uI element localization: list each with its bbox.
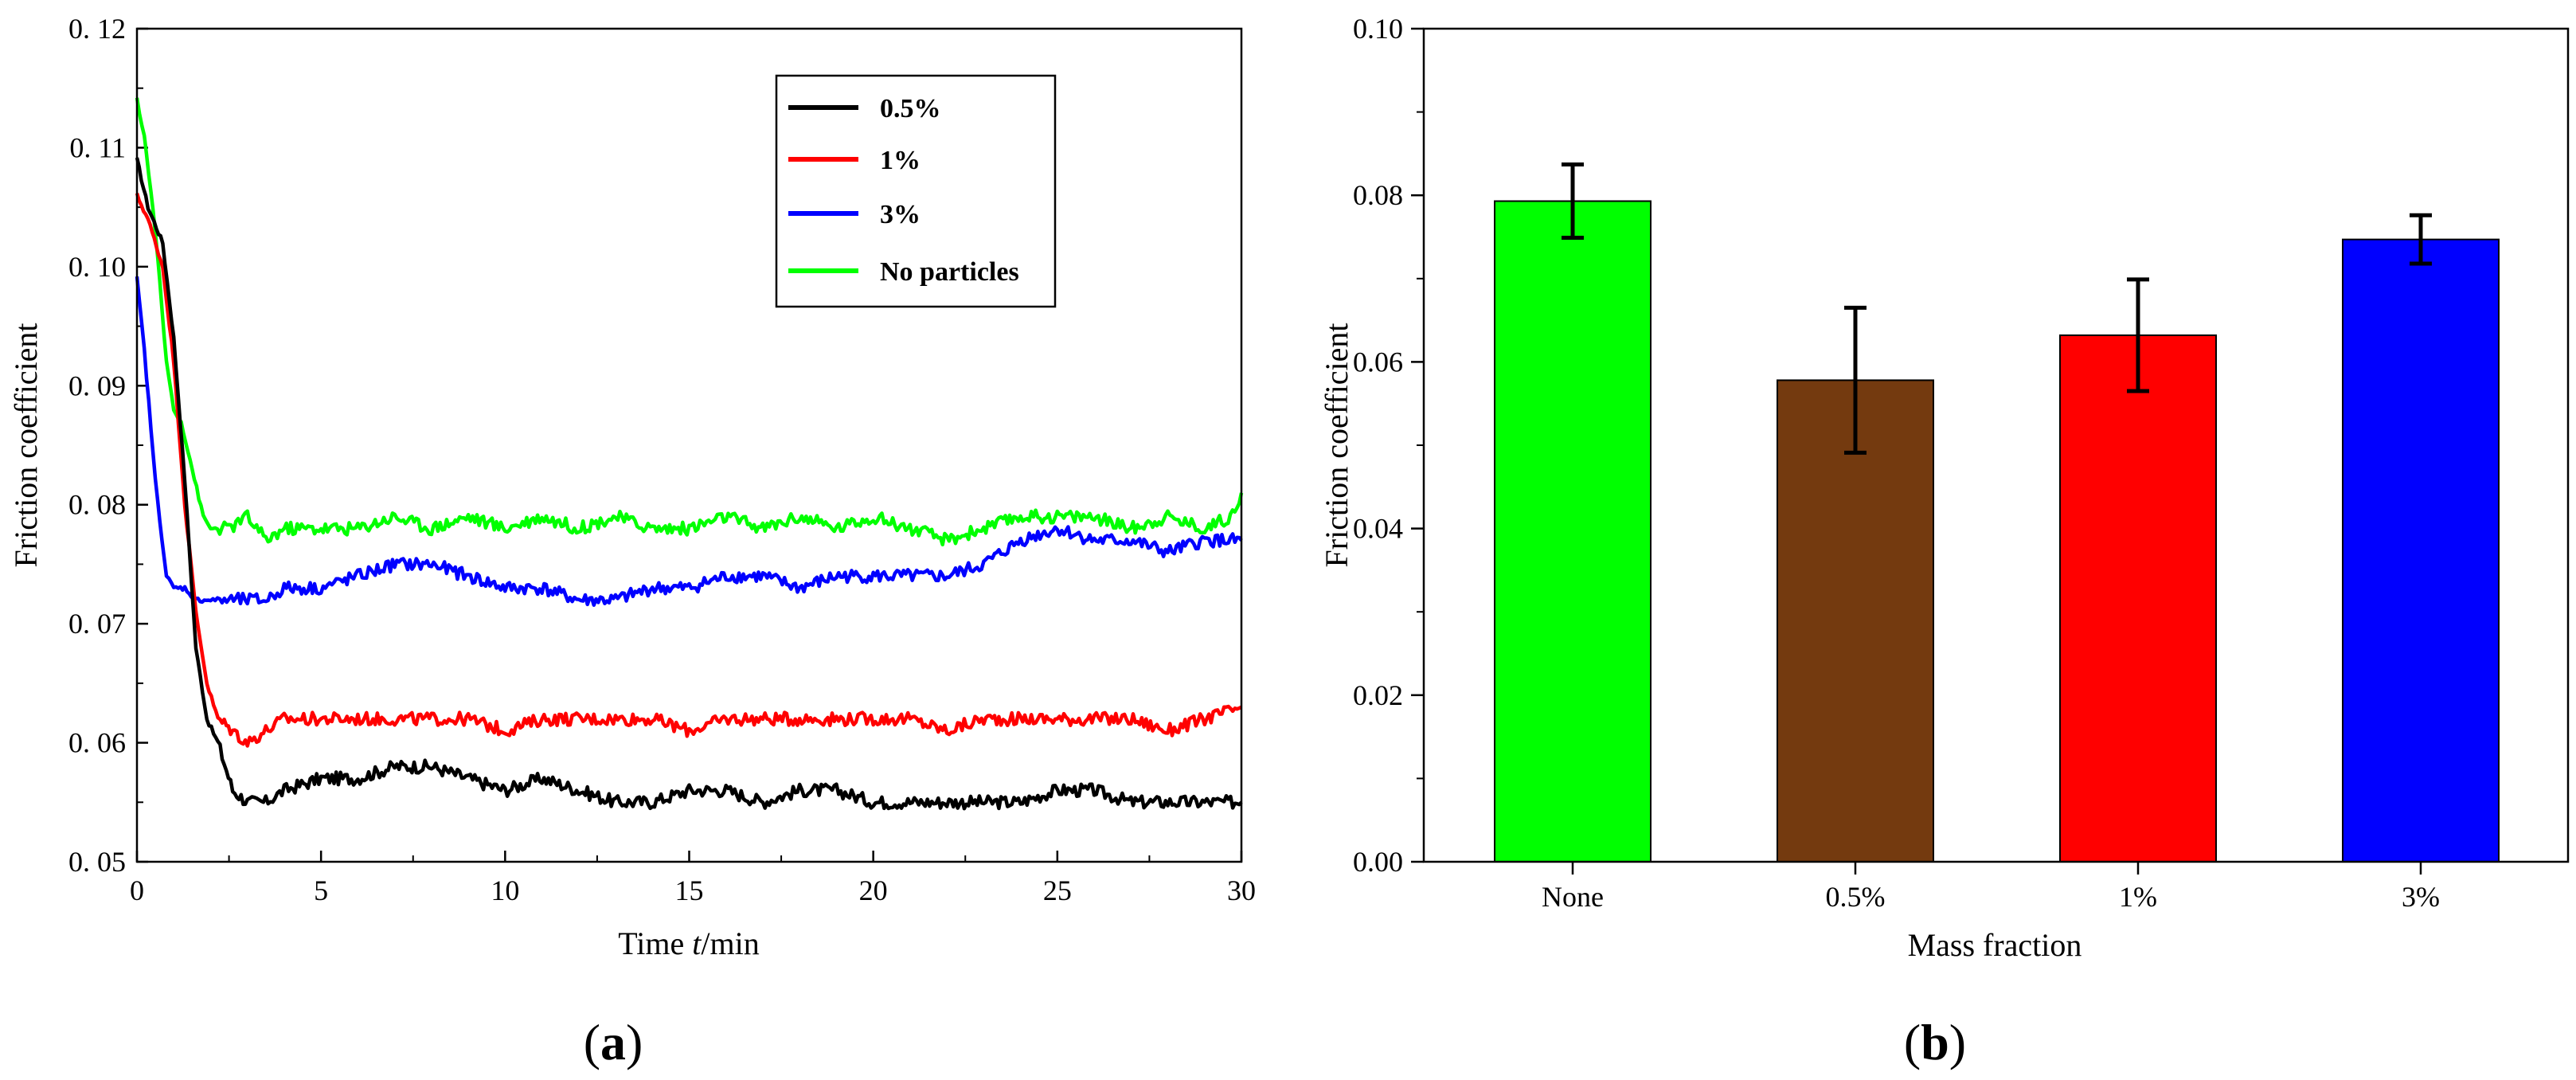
- x-tick-label: 20: [859, 875, 888, 906]
- y-tick-label: 0. 07: [68, 608, 126, 640]
- x-tick-label: 25: [1043, 875, 1072, 906]
- y-tick-label: 0.10: [1353, 13, 1403, 45]
- y-axis-title: Friction coefficient: [1319, 323, 1354, 568]
- y-axis-ticks: 0.00 0.02 0.04 0.06 0.08 0.10: [1353, 13, 1424, 878]
- x-axis-ticks: 0 5 10 15 20 25 30: [130, 851, 1256, 906]
- series-line-no-particles: [135, 97, 1244, 547]
- y-tick-label: 0.00: [1353, 846, 1403, 878]
- y-tick-label: 0.04: [1353, 513, 1403, 545]
- y-axis-title: Friction coefficient: [8, 323, 44, 568]
- legend-label-3pct: 3%: [880, 200, 921, 229]
- x-tick-label: 5: [314, 875, 328, 906]
- y-axis-ticks: 0. 05 0. 06 0. 07 0. 08 0. 09 0. 10 0. 11 0. 12: [68, 13, 148, 878]
- y-tick-label: 0. 09: [68, 370, 126, 401]
- y-tick-label: 0. 08: [68, 489, 126, 521]
- y-tick-label: 0.02: [1353, 679, 1403, 711]
- bar-2: [1777, 379, 1934, 863]
- x-tick-label: 15: [675, 875, 704, 906]
- y-tick-label: 0. 10: [68, 251, 126, 283]
- series-line-0-5: [135, 157, 1243, 811]
- line-chart-panel: 0. 05 0. 06 0. 07 0. 08 0. 09 0. 10 0. 11 0. 12…: [8, 13, 1256, 1070]
- bar-4: [2342, 238, 2500, 863]
- bar-3: [2059, 334, 2217, 863]
- x-tick-label: None: [1542, 881, 1604, 913]
- x-tick-label: 0: [130, 875, 144, 906]
- x-tick-label: 3%: [2402, 881, 2440, 913]
- series-line-1: [135, 193, 1243, 748]
- panel-label-b: (b): [1904, 1014, 1966, 1070]
- x-axis-tick-labels: None 0.5% 1% 3%: [1542, 862, 2440, 913]
- legend-label-no-particles: No particles: [880, 257, 1019, 287]
- x-tick-label: 10: [491, 875, 519, 906]
- y-tick-label: 0.08: [1353, 179, 1403, 211]
- bar-chart-panel: 0.00 0.02 0.04 0.06 0.08 0.10 None 0.5% 1% 3% Ma…: [1319, 13, 2570, 1070]
- y-tick-label: 0. 06: [68, 727, 126, 759]
- y-tick-label: 0.06: [1353, 346, 1403, 378]
- legend-box: [775, 74, 1057, 308]
- legend: 0.5% 1% 3% No particles: [775, 74, 1057, 308]
- legend-label-0-5pct: 0.5%: [880, 94, 941, 123]
- y-tick-label: 0. 12: [68, 13, 126, 45]
- y-tick-label: 0. 11: [69, 131, 126, 163]
- x-tick-label: 1%: [2119, 881, 2157, 913]
- bar-group: [1494, 162, 2500, 863]
- x-axis-title: Mass fraction: [1908, 927, 2082, 963]
- y-tick-label: 0. 05: [68, 846, 126, 878]
- panel-label-a: (a): [584, 1014, 643, 1070]
- plot-frame: [135, 27, 1243, 863]
- x-axis-title: Time t/min: [618, 925, 759, 961]
- legend-label-1pct: 1%: [880, 146, 921, 175]
- plot-frame: [1422, 27, 2570, 863]
- x-tick-label: 0.5%: [1826, 881, 1886, 913]
- x-tick-label: 30: [1227, 875, 1256, 906]
- bar-1: [1494, 200, 1652, 863]
- line-series-group: [135, 97, 1244, 811]
- series-line-3: [135, 276, 1243, 607]
